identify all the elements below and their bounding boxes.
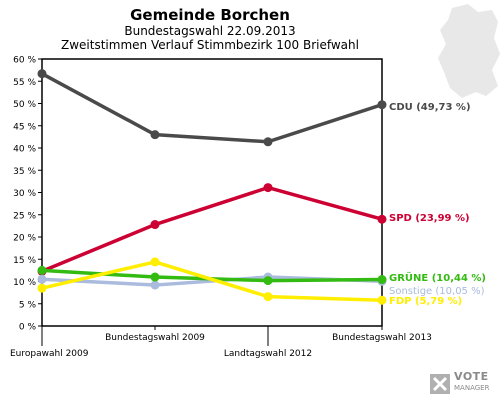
series-label-spd: SPD (23,99 %) [389,213,470,224]
data-point-fdp [37,283,47,293]
series-label-cdu: CDU (49,73 %) [389,102,471,113]
data-point-grüne [377,275,387,285]
data-point-grüne [37,265,47,275]
y-tick-label: 50 % [13,100,36,110]
x-tick-label: Landtagswahl 2012 [224,349,312,359]
series-line-fdp [41,260,383,302]
x-tick-label: Bundestagswahl 2009 [105,333,205,343]
y-tick-label: 60 % [13,56,36,66]
vote-manager-logo: VOTE MANAGER [426,366,500,400]
data-point-fdp [263,292,273,302]
x-tick-label: Bundestagswahl 2013 [332,333,432,343]
series-label-fdp: FDP (5,79 %) [389,296,462,307]
y-tick-label: 10 % [13,278,36,288]
chart-subtitle-detail: Zweitstimmen Verlauf Stimmbezirk 100 Bri… [61,38,359,52]
data-point-spd [150,220,160,230]
y-tick-label: 25 % [13,211,36,221]
plot-frame [41,58,383,327]
data-point-spd [263,183,273,193]
logo-text-vote: VOTE [454,370,489,383]
data-point-cdu [263,137,273,147]
y-tick-label: 45 % [13,122,36,132]
data-point-sonstige [150,280,160,290]
x-tick-label: Europawahl 2009 [10,349,89,359]
data-point-spd [377,214,387,224]
y-tick-label: 30 % [13,189,36,199]
y-tick-label: 40 % [13,145,36,155]
data-point-sonstige [37,274,47,284]
series-line-spd [41,185,383,273]
data-point-grüne [150,272,160,282]
data-point-fdp [150,257,160,267]
series-label-sonstige: Sonstige (10,05 %) [389,286,485,297]
data-point-cdu [150,130,160,140]
data-point-cdu [377,100,387,110]
series-line-cdu [41,72,383,144]
data-point-grüne [263,276,273,286]
logo-text-manager: MANAGER [454,384,490,392]
data-point-fdp [377,295,387,305]
chart-subtitle: Bundestagswahl 22.09.2013 [124,24,296,38]
data-point-cdu [37,69,47,79]
y-tick-label: 15 % [13,256,36,266]
chart-title: Gemeinde Borchen [130,6,290,24]
series-label-grüne: GRÜNE (10,44 %) [389,270,486,284]
y-tick-label: 0 % [19,323,37,333]
y-tick-label: 20 % [13,234,36,244]
y-tick-label: 35 % [13,167,36,177]
vote-manager-cross-icon [430,374,450,394]
y-tick-label: 55 % [13,78,36,88]
y-tick-label: 5 % [19,300,37,310]
